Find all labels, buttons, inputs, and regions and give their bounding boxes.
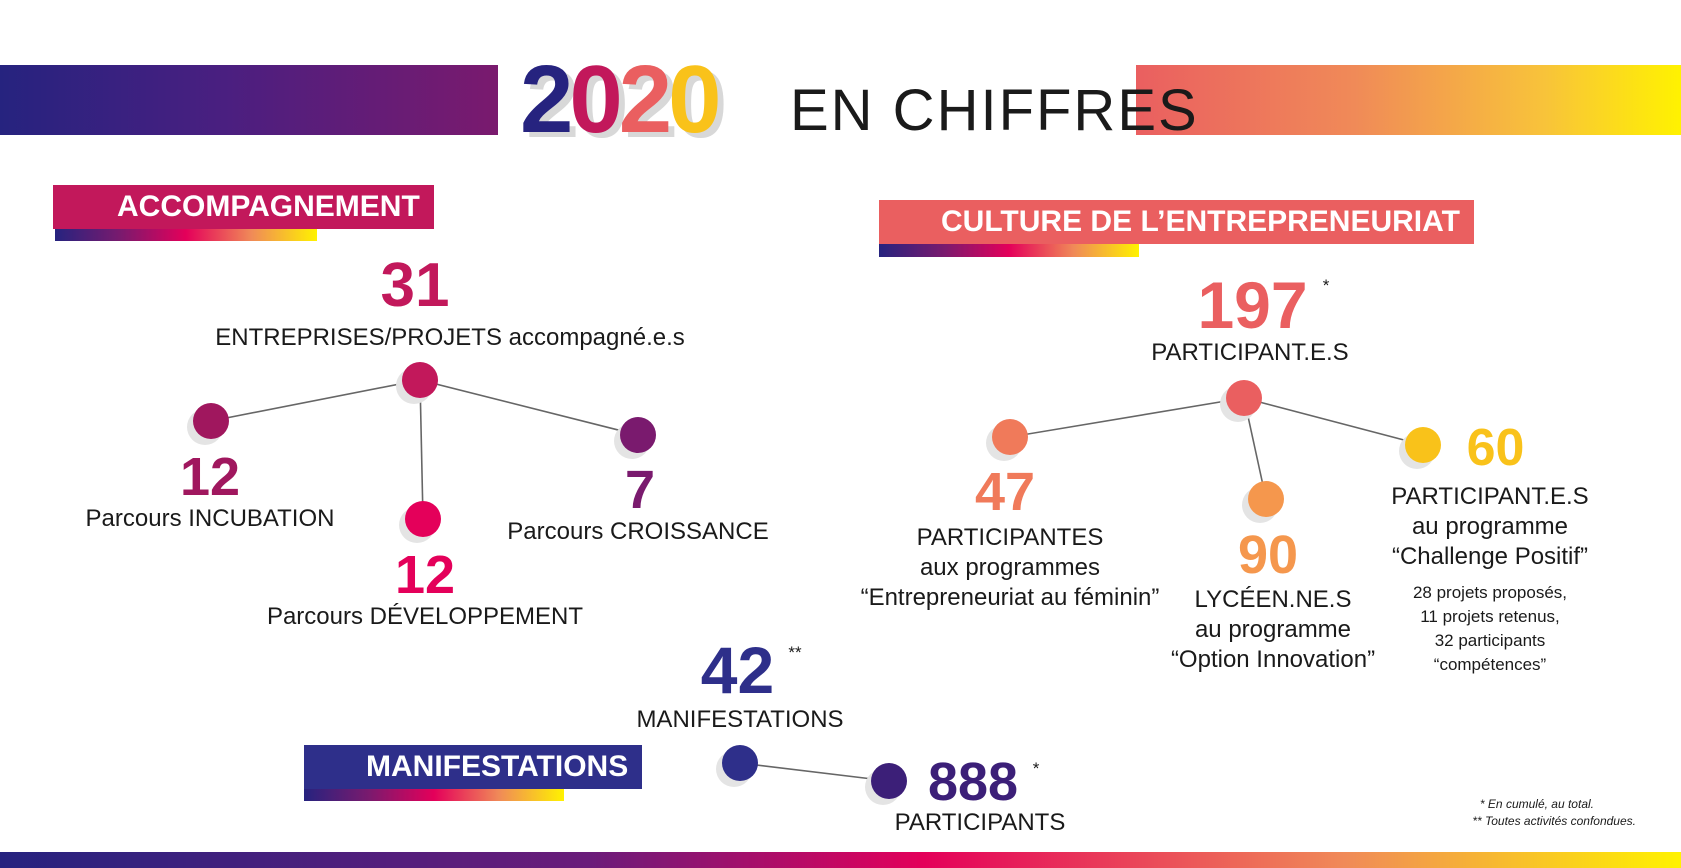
connector-line — [210, 379, 421, 422]
incubation-label: Parcours INCUBATION — [85, 505, 335, 532]
challenge-positif-value: 60 — [1466, 419, 1525, 477]
year-digit: 2 — [618, 46, 672, 153]
culture-total-mark: * — [1322, 276, 1330, 295]
node-croissance — [620, 417, 656, 453]
node-challenge-positif — [1405, 427, 1441, 463]
connector-line — [1009, 397, 1245, 438]
year-digit: 2 — [520, 46, 573, 153]
challenge-positif-line: au programme — [1411, 513, 1569, 540]
footnote: * En cumulé, au total. — [1479, 797, 1594, 811]
accompagnement-total-value: 31 — [380, 251, 450, 320]
croissance-label: Parcours CROISSANCE — [507, 518, 769, 545]
footnote: ** Toutes activités confondues. — [1472, 814, 1636, 828]
option-innovation-line: “Option Innovation” — [1170, 646, 1376, 673]
option-innovation-value: 90 — [1237, 525, 1299, 585]
connector-line — [739, 762, 890, 782]
connector-line — [1243, 397, 1424, 446]
node-accompagnement-total — [402, 362, 438, 398]
incubation-value: 12 — [179, 447, 241, 507]
node-culture-total — [1226, 380, 1262, 416]
challenge-positif-line: “Challenge Positif” — [1391, 543, 1589, 570]
section-manifestations: MANIFESTATIONS — [304, 745, 643, 801]
accompagnement-total-label: ENTREPRISES/PROJETS accompagné.e.s — [215, 324, 685, 351]
node-option-innovation — [1248, 481, 1284, 517]
header-band-left — [0, 65, 498, 135]
node-manifestations — [722, 745, 758, 781]
manifestations-total-value: 42 — [700, 633, 775, 707]
year-digit: 0 — [569, 46, 622, 153]
manifestations-total-label: MANIFESTATIONS — [636, 706, 844, 733]
culture-total-label: PARTICIPANT.E.S — [1151, 339, 1349, 366]
title-year: 2020 — [520, 46, 722, 153]
header-band-right — [1136, 65, 1681, 135]
participants-value: 888 — [927, 752, 1019, 812]
participants-mark: * — [1032, 759, 1040, 778]
section-label: ACCOMPAGNEMENT — [117, 190, 420, 223]
node-developpement — [405, 501, 441, 537]
section-culture: CULTURE DE L’ENTREPRENEURIAT — [879, 200, 1474, 257]
section-label: CULTURE DE L’ENTREPRENEURIAT — [941, 205, 1460, 238]
challenge-detail: “compétences” — [1433, 655, 1547, 674]
section-label: MANIFESTATIONS — [366, 750, 629, 783]
connector-line — [419, 379, 424, 520]
section-accompagnement: ACCOMPAGNEMENT — [53, 185, 434, 241]
year-digit: 0 — [668, 46, 721, 153]
feminin-line: “Entrepreneuriat au féminin” — [860, 584, 1160, 611]
challenge-detail: 32 participants — [1434, 631, 1546, 650]
developpement-label: Parcours DÉVELOPPEMENT — [266, 603, 584, 630]
connector-line — [419, 379, 639, 436]
node-participants — [871, 763, 907, 799]
option-innovation-line: LYCÉEN.NE.S — [1194, 586, 1352, 613]
challenge-detail: 11 projets retenus, — [1420, 607, 1560, 626]
option-innovation-line: au programme — [1194, 616, 1352, 643]
participants-label: PARTICIPANTS — [894, 809, 1066, 836]
developpement-value: 12 — [394, 545, 456, 605]
croissance-value: 7 — [624, 460, 656, 520]
footer-band — [0, 852, 1681, 868]
culture-total-value: 197 — [1197, 268, 1308, 342]
challenge-detail: 28 projets proposés, — [1412, 583, 1568, 602]
manifestations-total-mark: ** — [788, 643, 802, 662]
feminin-line: PARTICIPANTES — [916, 524, 1104, 551]
feminin-line: aux programmes — [919, 554, 1101, 581]
node-incubation — [193, 403, 229, 439]
title-rest: EN CHIFFRES — [790, 78, 1199, 143]
feminin-value: 47 — [974, 462, 1036, 522]
node-feminin — [992, 419, 1028, 455]
challenge-positif-line: PARTICIPANT.E.S — [1391, 483, 1589, 510]
